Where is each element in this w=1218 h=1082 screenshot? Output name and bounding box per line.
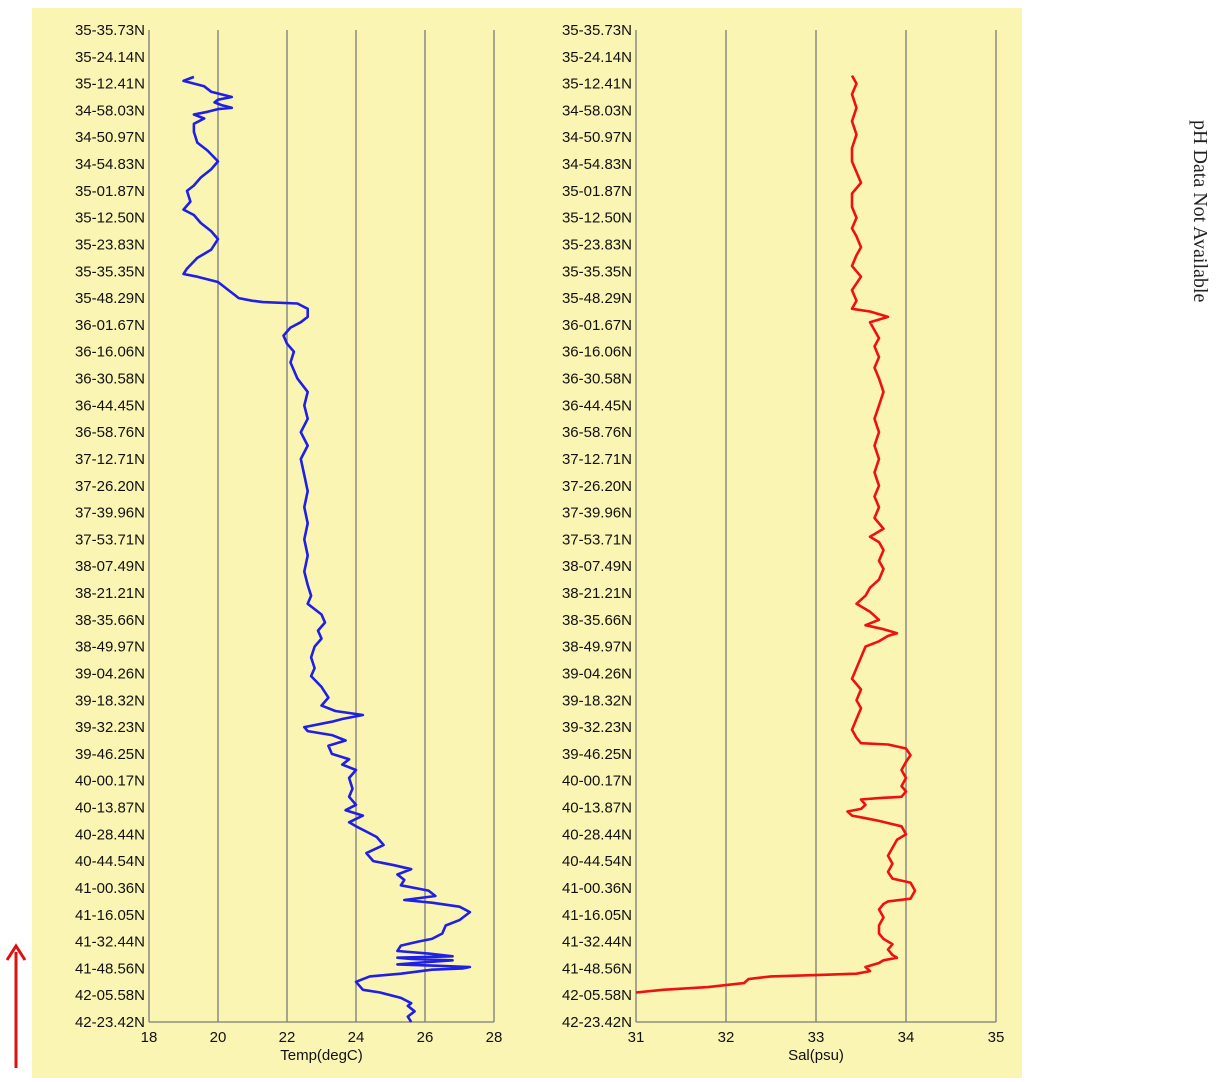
y-tick-label: 36-16.06N — [562, 344, 632, 361]
x-tick-label: 20 — [210, 1029, 227, 1046]
y-tick-label: 35-35.73N — [75, 22, 145, 39]
x-tick-label: 33 — [808, 1029, 825, 1046]
y-tick-label: 37-39.96N — [75, 505, 145, 522]
x-tick-label: 34 — [898, 1029, 915, 1046]
y-tick-label: 37-26.20N — [75, 478, 145, 495]
y-tick-label: 38-07.49N — [562, 558, 632, 575]
y-tick-label: 39-32.23N — [562, 719, 632, 736]
y-tick-label: 35-12.50N — [562, 210, 632, 227]
y-tick-label: 36-58.76N — [562, 424, 632, 441]
y-tick-label: 38-21.21N — [75, 585, 145, 602]
y-tick-label: 37-12.71N — [562, 451, 632, 468]
y-tick-label: 36-44.45N — [75, 397, 145, 414]
y-tick-label: 37-26.20N — [562, 478, 632, 495]
y-tick-label: 40-44.54N — [75, 853, 145, 870]
y-tick-label: 35-01.87N — [562, 183, 632, 200]
x-axis-title: Sal(psu) — [788, 1047, 844, 1064]
y-tick-label: 41-16.05N — [562, 907, 632, 924]
y-tick-label: 38-21.21N — [562, 585, 632, 602]
y-tick-label: 34-50.97N — [75, 129, 145, 146]
y-tick-label: 39-18.32N — [562, 692, 632, 709]
ph-note-text: pH Data Not Available — [1189, 120, 1211, 303]
y-tick-label: 35-48.29N — [562, 290, 632, 307]
x-axis-title: Temp(degC) — [280, 1047, 363, 1064]
y-tick-label: 42-05.58N — [75, 987, 145, 1004]
direction-arrow-icon — [5, 943, 27, 1068]
y-tick-label: 41-48.56N — [75, 960, 145, 977]
x-tick-label: 32 — [718, 1029, 735, 1046]
y-tick-label: 42-23.42N — [75, 1014, 145, 1031]
y-tick-label: 36-44.45N — [562, 397, 632, 414]
y-tick-label: 39-04.26N — [75, 665, 145, 682]
y-tick-label: 35-35.73N — [562, 22, 632, 39]
sal-chart-panel: 42-23.42N 42-05.58N 41-48.56N 41-32.44N 41-1… — [519, 8, 1022, 1078]
y-tick-label: 40-13.87N — [562, 800, 632, 817]
y-tick-label: 36-16.06N — [75, 344, 145, 361]
temp-profile-chart: 42-23.42N 42-05.58N 41-48.56N 41-32.44N 41-1… — [75, 22, 503, 1064]
y-tick-label: 37-12.71N — [75, 451, 145, 468]
y-tick-label: 39-46.25N — [562, 746, 632, 763]
y-tick-label: 35-12.50N — [75, 210, 145, 227]
y-tick-label: 34-58.03N — [562, 102, 632, 119]
y-tick-label: 38-35.66N — [75, 612, 145, 629]
y-tick-label: 37-39.96N — [562, 505, 632, 522]
y-tick-label: 36-30.58N — [562, 371, 632, 388]
y-tick-label: 40-13.87N — [75, 800, 145, 817]
x-tick-label: 26 — [417, 1029, 434, 1046]
y-tick-label: 40-44.54N — [562, 853, 632, 870]
y-tick-label: 35-48.29N — [75, 290, 145, 307]
y-tick-label: 38-35.66N — [562, 612, 632, 629]
y-tick-label: 34-50.97N — [562, 129, 632, 146]
y-tick-label: 36-58.76N — [75, 424, 145, 441]
y-tick-label: 37-53.71N — [562, 531, 632, 548]
y-tick-label: 42-23.42N — [562, 1014, 632, 1031]
y-tick-label: 41-32.44N — [562, 934, 632, 951]
y-tick-label: 40-28.44N — [562, 826, 632, 843]
y-tick-label: 41-48.56N — [562, 960, 632, 977]
y-tick-label: 39-46.25N — [75, 746, 145, 763]
y-tick-label: 41-00.36N — [562, 880, 632, 897]
y-tick-label: 34-58.03N — [75, 102, 145, 119]
y-tick-label: 34-54.83N — [75, 156, 145, 173]
y-tick-label: 37-53.71N — [75, 531, 145, 548]
x-tick-label: 35 — [988, 1029, 1005, 1046]
y-tick-label: 35-23.83N — [562, 236, 632, 253]
y-tick-label: 41-16.05N — [75, 907, 145, 924]
y-tick-label: 34-54.83N — [562, 156, 632, 173]
y-tick-label: 38-07.49N — [75, 558, 145, 575]
y-tick-label: 39-04.26N — [562, 665, 632, 682]
x-tick-label: 28 — [486, 1029, 503, 1046]
y-tick-label: 38-49.97N — [75, 639, 145, 656]
salinity-profile-chart: 42-23.42N 42-05.58N 41-48.56N 41-32.44N 41-1… — [562, 22, 1005, 1064]
y-tick-label: 38-49.97N — [562, 639, 632, 656]
series-line — [635, 74, 917, 994]
y-tick-label: 35-24.14N — [562, 49, 632, 66]
x-tick-label: 31 — [628, 1029, 645, 1046]
y-tick-label: 35-24.14N — [75, 49, 145, 66]
y-tick-label: 41-00.36N — [75, 880, 145, 897]
y-tick-label: 36-01.67N — [562, 317, 632, 334]
temp-chart-panel: 42-23.42N 42-05.58N 41-48.56N 41-32.44N 41-1… — [32, 8, 519, 1078]
y-tick-label: 39-18.32N — [75, 692, 145, 709]
y-tick-label: 40-00.17N — [562, 773, 632, 790]
y-tick-label: 35-35.35N — [75, 263, 145, 280]
y-tick-label: 39-32.23N — [75, 719, 145, 736]
y-tick-label: 36-30.58N — [75, 371, 145, 388]
ph-note: pH Data Not Available — [1183, 90, 1218, 430]
y-tick-label: 40-28.44N — [75, 826, 145, 843]
y-tick-label: 42-05.58N — [562, 987, 632, 1004]
y-tick-label: 35-35.35N — [562, 263, 632, 280]
y-tick-label: 36-01.67N — [75, 317, 145, 334]
x-tick-label: 22 — [279, 1029, 296, 1046]
x-tick-label: 18 — [141, 1029, 158, 1046]
y-tick-label: 35-01.87N — [75, 183, 145, 200]
y-tick-label: 40-00.17N — [75, 773, 145, 790]
x-tick-label: 24 — [348, 1029, 365, 1046]
y-tick-label: 35-23.83N — [75, 236, 145, 253]
y-tick-label: 35-12.41N — [75, 76, 145, 93]
series-line — [182, 75, 472, 1023]
y-tick-label: 41-32.44N — [75, 934, 145, 951]
y-tick-label: 35-12.41N — [562, 76, 632, 93]
